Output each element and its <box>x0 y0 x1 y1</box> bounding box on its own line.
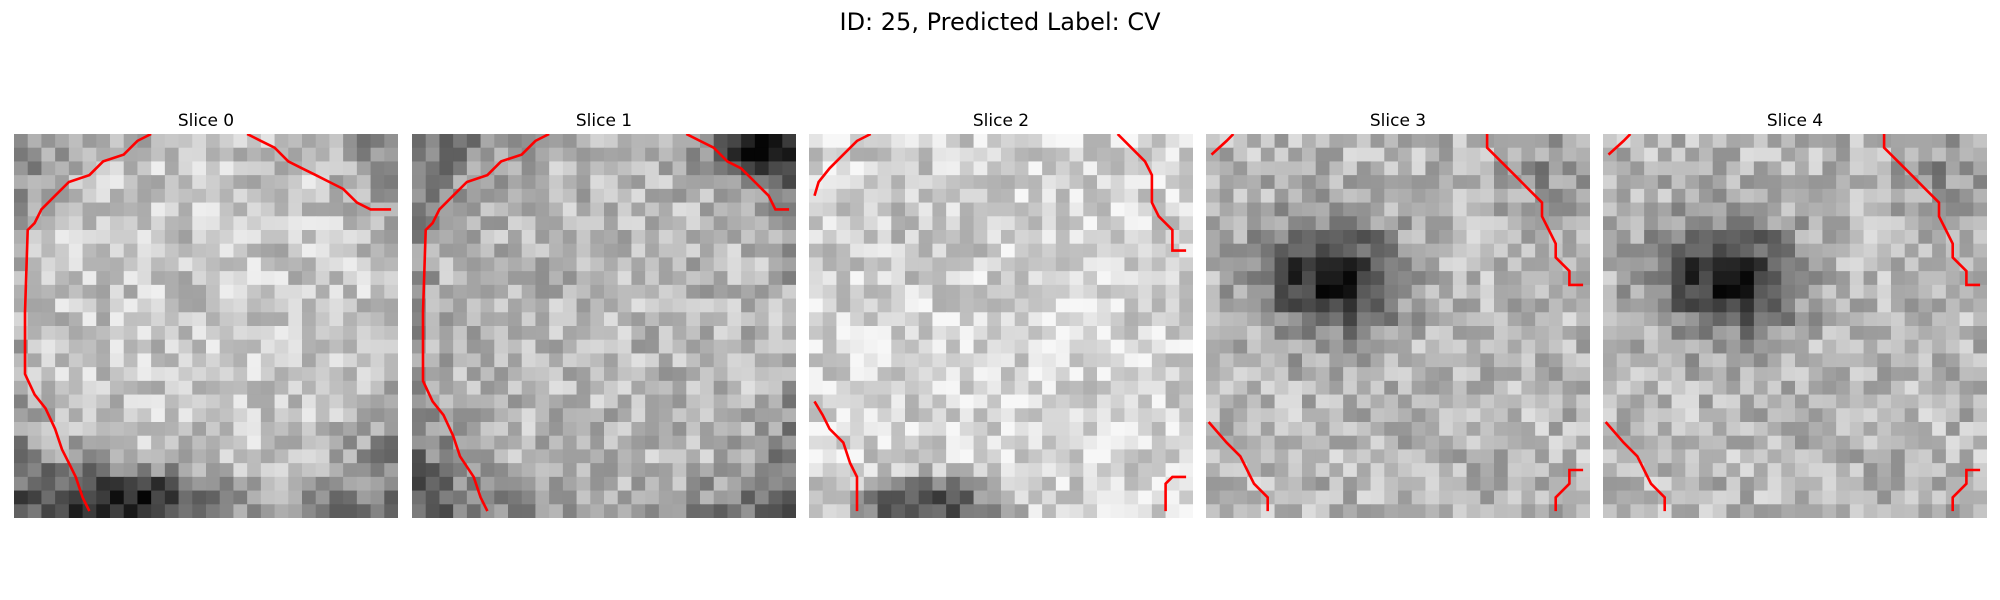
pixel-grid <box>14 134 398 518</box>
contour-line <box>1116 134 1187 252</box>
slice-panel-4: Slice 4 <box>1603 108 1987 518</box>
contour-line <box>1951 468 1981 512</box>
contour-line <box>813 400 859 512</box>
contour-line <box>1607 134 1632 156</box>
contour-line <box>246 134 392 211</box>
contour-line <box>1882 134 1981 287</box>
figure-title: ID: 25, Predicted Label: CV <box>839 8 1161 36</box>
contour-line <box>1210 134 1235 156</box>
contour-line <box>23 134 152 512</box>
pixel-grid <box>412 134 796 518</box>
slice-image <box>412 134 796 518</box>
slice-image <box>1603 134 1987 518</box>
contour-line <box>1164 475 1187 512</box>
pixel-grid <box>1603 134 1987 518</box>
contour-line <box>421 134 550 512</box>
slice-panel-3: Slice 3 <box>1206 108 1590 518</box>
slice-panel-1: Slice 1 <box>412 108 796 518</box>
slice-title: Slice 3 <box>1369 111 1427 131</box>
slice-title: Slice 0 <box>177 111 235 131</box>
contour-line <box>685 134 790 211</box>
contour-line <box>1207 421 1270 512</box>
contour-line <box>1554 468 1584 512</box>
contour-line <box>1604 421 1667 512</box>
slice-title: Slice 1 <box>575 111 633 131</box>
slice-title: Slice 4 <box>1766 111 1824 131</box>
slice-image <box>14 134 398 518</box>
pixel-grid <box>1206 134 1590 518</box>
slice-title: Slice 2 <box>972 111 1030 131</box>
contour-line <box>813 134 872 197</box>
slice-panel-2: Slice 2 <box>809 108 1193 518</box>
slice-panel-0: Slice 0 <box>14 108 398 518</box>
contour-line <box>1485 134 1584 287</box>
pixel-grid <box>809 134 1193 518</box>
slice-image <box>1206 134 1590 518</box>
slice-image <box>809 134 1193 518</box>
